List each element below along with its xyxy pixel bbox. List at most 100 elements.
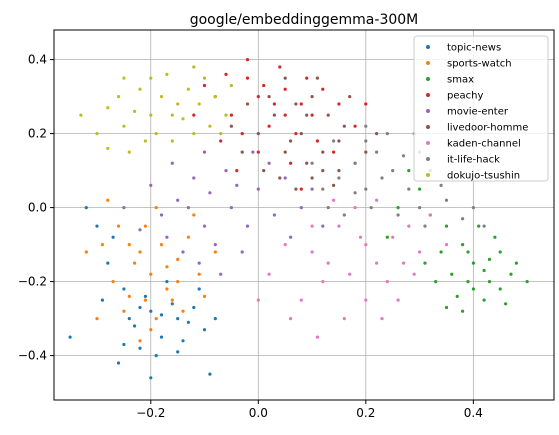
point-sports-watch bbox=[170, 298, 174, 302]
legend-label-sports-watch: sports-watch bbox=[447, 59, 512, 70]
legend-box bbox=[413, 35, 549, 182]
point-dokujo-tsushin bbox=[127, 150, 131, 154]
point-kaden-channel bbox=[364, 243, 368, 247]
point-sports-watch bbox=[149, 272, 153, 276]
point-movie-enter bbox=[213, 243, 217, 247]
point-dokujo-tsushin bbox=[116, 95, 121, 99]
point-kaden-channel bbox=[401, 261, 406, 265]
point-topic-news bbox=[165, 280, 169, 284]
y-tick-label: 0.2 bbox=[28, 127, 47, 141]
y-tick-label: 0.0 bbox=[28, 201, 47, 215]
point-livedoor-homme bbox=[289, 139, 293, 143]
point-peachy bbox=[289, 161, 293, 165]
point-movie-enter bbox=[310, 187, 314, 191]
point-peachy bbox=[219, 139, 223, 143]
point-movie-enter bbox=[235, 183, 239, 187]
point-movie-enter bbox=[283, 176, 287, 180]
point-dokujo-tsushin bbox=[176, 102, 180, 106]
point-peachy bbox=[332, 150, 336, 154]
point-topic-news bbox=[186, 320, 190, 324]
point-movie-enter bbox=[267, 161, 271, 165]
point-dokujo-tsushin bbox=[181, 117, 185, 121]
point-topic-news bbox=[208, 372, 212, 376]
point-dokujo-tsushin bbox=[159, 95, 164, 99]
point-sports-watch bbox=[138, 339, 142, 343]
point-livedoor-homme bbox=[321, 169, 325, 173]
point-dokujo-tsushin bbox=[186, 87, 190, 91]
point-livedoor-homme bbox=[294, 102, 298, 106]
point-topic-news bbox=[95, 224, 99, 228]
point-it-life-hack bbox=[332, 139, 336, 143]
point-dokujo-tsushin bbox=[122, 76, 126, 80]
point-sports-watch bbox=[197, 272, 201, 276]
point-movie-enter bbox=[245, 224, 250, 228]
point-peachy bbox=[262, 83, 266, 88]
point-sports-watch bbox=[186, 235, 190, 239]
point-topic-news bbox=[138, 346, 142, 350]
point-movie-enter bbox=[186, 206, 190, 210]
legend-label-movie-enter: movie-enter bbox=[447, 107, 509, 118]
point-it-life-hack bbox=[364, 124, 368, 128]
point-kaden-channel bbox=[391, 235, 395, 239]
point-kaden-channel bbox=[256, 298, 260, 302]
point-smax bbox=[466, 280, 470, 284]
point-kaden-channel bbox=[375, 261, 379, 265]
point-topic-news bbox=[202, 328, 207, 332]
point-livedoor-homme bbox=[299, 132, 303, 136]
y-tick-label: −0.4 bbox=[18, 349, 47, 363]
point-it-life-hack bbox=[439, 183, 443, 187]
point-movie-enter bbox=[321, 224, 325, 228]
point-movie-enter bbox=[240, 250, 244, 254]
point-topic-news bbox=[176, 317, 180, 321]
point-topic-news bbox=[111, 235, 115, 239]
point-kaden-channel bbox=[315, 335, 319, 339]
point-smax bbox=[493, 235, 497, 239]
point-dokujo-tsushin bbox=[154, 132, 158, 136]
point-movie-enter bbox=[272, 213, 276, 217]
point-sports-watch bbox=[116, 224, 121, 228]
point-dokujo-tsushin bbox=[197, 102, 201, 106]
legend-marker-dokujo-tsushin bbox=[426, 173, 430, 177]
point-it-life-hack bbox=[423, 224, 427, 228]
point-peachy bbox=[229, 113, 233, 117]
point-dokujo-tsushin bbox=[219, 132, 223, 136]
point-topic-news bbox=[122, 287, 126, 291]
chart-title: google/embeddinggemma-300M bbox=[190, 12, 419, 28]
point-peachy bbox=[310, 113, 314, 117]
point-sports-watch bbox=[106, 198, 110, 202]
point-movie-enter bbox=[159, 213, 164, 217]
point-smax bbox=[504, 302, 508, 306]
point-it-life-hack bbox=[342, 213, 346, 217]
point-smax bbox=[444, 305, 449, 310]
legend-marker-sports-watch bbox=[426, 61, 430, 65]
point-sports-watch bbox=[149, 328, 153, 332]
data-points bbox=[68, 58, 529, 380]
point-dokujo-tsushin bbox=[202, 76, 207, 80]
point-it-life-hack bbox=[391, 169, 395, 173]
point-sports-watch bbox=[176, 280, 180, 284]
y-axis-ticks: −0.4 −0.2 0.0 0.2 0.4 bbox=[18, 53, 54, 363]
point-livedoor-homme bbox=[342, 124, 346, 128]
point-peachy bbox=[315, 139, 319, 143]
point-movie-enter bbox=[176, 198, 180, 202]
legend-marker-it-life-hack bbox=[426, 157, 430, 161]
point-topic-news bbox=[170, 302, 174, 306]
point-smax bbox=[434, 280, 438, 284]
point-sports-watch bbox=[95, 317, 99, 321]
point-sports-watch bbox=[138, 250, 142, 254]
point-dokujo-tsushin bbox=[79, 113, 83, 117]
point-livedoor-homme bbox=[310, 95, 314, 99]
point-movie-enter bbox=[256, 187, 260, 191]
point-kaden-channel bbox=[380, 317, 384, 321]
point-sports-watch bbox=[143, 224, 147, 228]
point-smax bbox=[487, 257, 492, 261]
point-movie-enter bbox=[170, 161, 174, 165]
point-kaden-channel bbox=[332, 198, 336, 202]
point-smax bbox=[498, 287, 502, 291]
point-kaden-channel bbox=[407, 224, 411, 228]
legend-label-topic-news: topic-news bbox=[447, 43, 501, 54]
point-smax bbox=[509, 272, 513, 276]
point-it-life-hack bbox=[482, 224, 486, 228]
point-sports-watch bbox=[154, 206, 158, 210]
point-topic-news bbox=[143, 294, 147, 298]
